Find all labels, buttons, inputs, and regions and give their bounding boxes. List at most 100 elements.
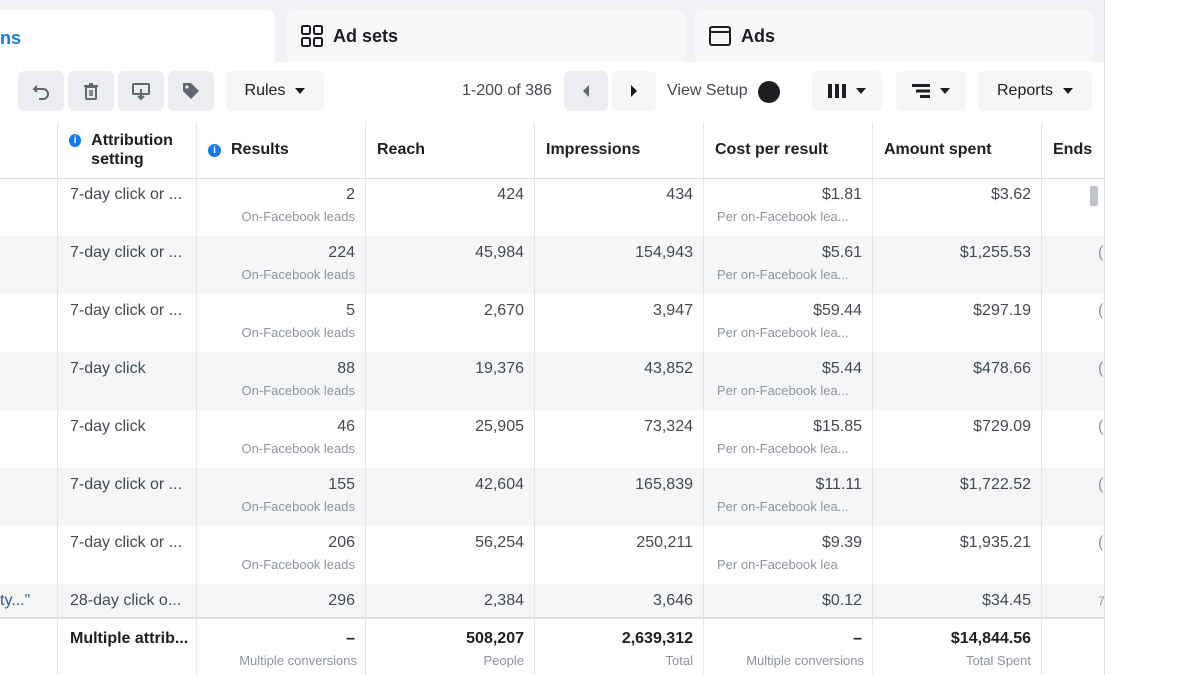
results-cell: 88 On-Facebook leads <box>241 360 355 398</box>
column-header-ends[interactable]: Ends <box>1053 141 1093 158</box>
rules-dropdown[interactable]: Rules <box>226 71 324 111</box>
amount-spent-cell: $1,935.21 <box>959 534 1031 551</box>
prev-page-button[interactable] <box>564 71 608 111</box>
tag-icon <box>183 83 199 99</box>
chevron-down-icon <box>1063 88 1074 94</box>
view-setup-label: View Setup <box>667 82 748 99</box>
table-header: i Attribution setting i Results Reach Im… <box>0 122 1104 179</box>
column-header-reach[interactable]: Reach <box>377 141 426 158</box>
column-header-results[interactable]: i Results <box>196 122 365 178</box>
info-icon[interactable]: i <box>69 133 82 147</box>
amount-spent-cell: $729.09 <box>973 418 1031 435</box>
column-divider <box>872 122 873 675</box>
reach-cell: 424 <box>497 186 524 203</box>
cost-per-result-cell: $15.85 Per on-Facebook lea... <box>717 418 862 456</box>
results-cell: 46 On-Facebook leads <box>241 418 355 456</box>
cost-per-result-cell: $0.12 <box>821 592 862 609</box>
column-header-cost-per-result[interactable]: Cost per result <box>715 141 828 158</box>
cost-per-result-cell: $5.61 Per on-Facebook lea... <box>717 244 862 282</box>
trash-icon <box>84 83 98 100</box>
reports-label: Reports <box>996 82 1054 99</box>
attribution-cell: 7-day click or ... <box>70 244 183 261</box>
info-icon[interactable]: i <box>208 143 221 157</box>
cost-per-result-cell: $59.44 Per on-Facebook lea... <box>717 302 862 340</box>
column-divider <box>703 122 704 675</box>
table-row[interactable]: 7-day click or ... 155 On-Facebook leads … <box>0 468 1104 526</box>
view-setup-toggle[interactable] <box>758 81 780 103</box>
breakdown-dropdown[interactable] <box>896 71 966 111</box>
totals-amount-spent: $14,844.56 Total Spent <box>950 630 1031 668</box>
ads-manager-window: ns Ad sets Ads Rules <box>0 0 1104 675</box>
undo-button[interactable] <box>18 71 64 111</box>
amount-spent-cell: $1,722.52 <box>959 476 1031 493</box>
tab-campaigns-label: ns <box>0 27 22 48</box>
totals-row: Multiple attrib... – Multiple conversions… <box>0 617 1104 675</box>
delete-button[interactable] <box>68 71 114 111</box>
rules-label: Rules <box>244 82 286 99</box>
export-icon <box>132 83 150 101</box>
totals-impressions: 2,639,312 Total <box>621 630 693 668</box>
toolbar: Rules 1-200 of 386 View Setup Reports <box>0 62 1104 122</box>
chevron-down-icon <box>856 88 866 94</box>
attribution-cell: 28-day click o... <box>70 592 182 609</box>
reports-dropdown[interactable]: Reports <box>978 71 1092 111</box>
table-row[interactable]: 7-day click or ... 206 On-Facebook leads … <box>0 526 1104 584</box>
amount-spent-cell: $1,255.53 <box>959 244 1031 261</box>
ends-cell: ( <box>1098 418 1104 435</box>
ad-window-icon <box>709 26 731 46</box>
ends-cell: ( <box>1098 244 1104 261</box>
totals-cost-per-result: – Multiple conversions <box>746 630 864 668</box>
undo-icon <box>32 85 49 100</box>
column-header-impressions[interactable]: Impressions <box>546 141 641 158</box>
ends-cell: ( <box>1098 534 1104 551</box>
impressions-cell: 73,324 <box>644 418 693 435</box>
campaign-name-link[interactable]: ty..." <box>0 592 31 609</box>
campaign-table: i Attribution setting i Results Reach Im… <box>0 122 1104 675</box>
columns-dropdown[interactable] <box>812 71 882 111</box>
ends-cell: 7 <box>1098 594 1104 608</box>
reach-cell: 19,376 <box>475 360 524 377</box>
totals-reach: 508,207 People <box>466 630 524 668</box>
cost-per-result-cell: $5.44 Per on-Facebook lea... <box>717 360 862 398</box>
impressions-cell: 3,646 <box>652 592 693 609</box>
column-header-attribution[interactable]: i Attribution setting <box>57 122 196 178</box>
amount-spent-cell: $3.62 <box>990 186 1031 203</box>
results-cell: 206 On-Facebook leads <box>241 534 355 572</box>
table-row[interactable]: 7-day click 46 On-Facebook leads 25,905 7… <box>0 410 1104 468</box>
cost-per-result-cell: $11.11 Per on-Facebook lea... <box>717 476 862 514</box>
results-cell: 296 <box>328 592 355 609</box>
tab-ad-sets[interactable]: Ad sets <box>287 10 685 62</box>
results-cell: 5 On-Facebook leads <box>241 302 355 340</box>
ends-cell: ( <box>1098 302 1104 319</box>
pagination-text: 1-200 of 386 <box>462 82 552 99</box>
results-cell: 155 On-Facebook leads <box>241 476 355 514</box>
scrollbar-thumb[interactable] <box>1090 186 1098 206</box>
reach-cell: 2,384 <box>483 592 524 609</box>
totals-results: – Multiple conversions <box>239 630 357 668</box>
breakdown-icon <box>912 84 930 98</box>
column-divider <box>57 122 58 675</box>
impressions-cell: 165,839 <box>635 476 693 493</box>
table-row[interactable]: 7-day click or ... 224 On-Facebook leads … <box>0 236 1104 294</box>
export-button[interactable] <box>118 71 164 111</box>
table-row[interactable]: 7-day click or ... 5 On-Facebook leads 2,… <box>0 294 1104 352</box>
tab-ads[interactable]: Ads <box>695 10 1093 62</box>
cost-per-result-cell: $9.39 Per on-Facebook lea <box>717 534 862 572</box>
next-page-button[interactable] <box>612 71 656 111</box>
column-divider <box>196 122 197 675</box>
table-row[interactable]: 7-day click 88 On-Facebook leads 19,376 4… <box>0 352 1104 410</box>
tag-button[interactable] <box>168 71 214 111</box>
impressions-cell: 250,211 <box>636 534 693 551</box>
table-row[interactable]: ty..." 28-day click o... 296 2,384 3,646… <box>0 584 1104 617</box>
attribution-cell: 7-day click or ... <box>70 302 183 319</box>
results-cell: 2 On-Facebook leads <box>241 186 355 224</box>
reach-cell: 25,905 <box>475 418 524 435</box>
table-row[interactable]: 7-day click or ... 2 On-Facebook leads 42… <box>0 178 1104 236</box>
ends-cell: ( <box>1098 476 1104 493</box>
amount-spent-cell: $297.19 <box>973 302 1031 319</box>
column-header-amount-spent[interactable]: Amount spent <box>884 141 992 158</box>
column-divider <box>534 122 535 675</box>
tab-campaigns[interactable]: ns <box>0 10 275 66</box>
reach-cell: 2,670 <box>483 302 524 319</box>
reach-cell: 42,604 <box>475 476 524 493</box>
